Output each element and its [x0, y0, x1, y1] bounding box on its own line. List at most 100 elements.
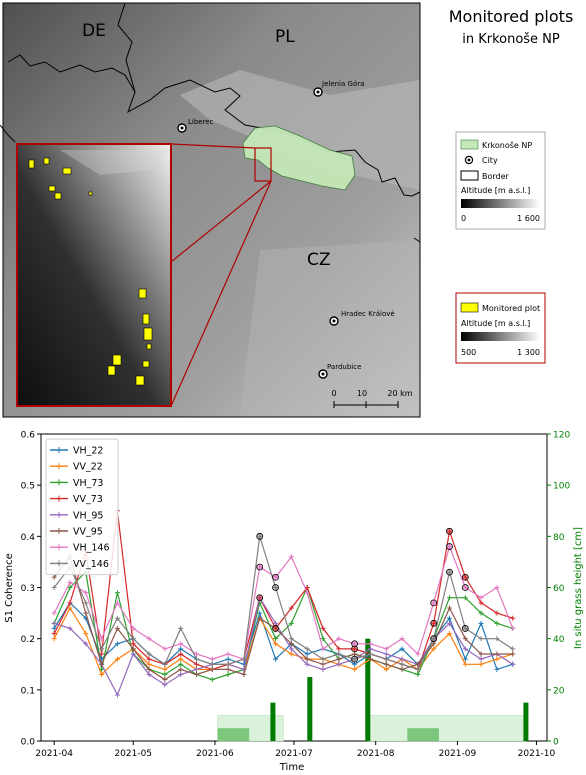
- series-marker: [431, 646, 437, 652]
- series-marker: [178, 661, 184, 667]
- series-marker: [162, 661, 168, 667]
- study-area-map: DE PL CZ Jelenia Góra Liberec Hradec Krá…: [0, 2, 573, 418]
- axes: 0.0 0.1 0.2 0.3 0.4 0.5 0.6 0 20 40 60 80 100 120 2021…: [21, 431, 571, 760]
- monitored-plot: [88, 191, 93, 196]
- series-marker: [193, 666, 199, 672]
- monitored-plot: [62, 167, 72, 175]
- highlight-marker: [351, 640, 359, 648]
- series-marker: [114, 600, 120, 606]
- series-marker: [209, 656, 215, 662]
- series-marker: [304, 651, 310, 657]
- series-marker: [446, 595, 452, 601]
- monitored-plot: [146, 343, 152, 350]
- series-marker: [225, 666, 231, 672]
- y-right-tick-label: 80: [553, 533, 565, 543]
- series-marker: [51, 585, 57, 590]
- series-marker: [415, 651, 421, 657]
- series-marker: [462, 661, 468, 667]
- series-marker: [114, 656, 120, 662]
- series-marker: [130, 641, 136, 647]
- series-marker: [178, 641, 184, 647]
- series-line-vh_22: [53, 601, 513, 671]
- scale-label: 10: [357, 389, 367, 398]
- altitude-colorbar: [461, 199, 540, 208]
- series-marker: [67, 585, 73, 590]
- series-marker: [51, 620, 57, 626]
- inset-connector: [170, 180, 272, 407]
- series-marker: [273, 641, 279, 647]
- series-marker: [225, 661, 231, 667]
- series-line-vh_73: [53, 570, 513, 681]
- series-marker: [383, 661, 389, 667]
- series-marker: [146, 666, 152, 672]
- monitored-plot: [28, 159, 35, 169]
- series-marker: [462, 656, 468, 662]
- series-marker: [225, 651, 231, 657]
- inset-extent-box: [254, 147, 272, 182]
- series-marker: [67, 605, 73, 611]
- x-tick-label: 2021-08: [357, 749, 395, 759]
- series-marker: [462, 636, 468, 642]
- series-marker: [99, 666, 105, 672]
- y-tick-label: 0.2: [21, 635, 35, 645]
- series-marker: [383, 646, 389, 652]
- series-marker: [67, 579, 73, 585]
- y-right-tick-label: 60: [553, 584, 565, 594]
- series-marker: [178, 651, 184, 657]
- y-axis-label: S1 Coherence: [4, 553, 15, 623]
- series-marker: [320, 625, 326, 631]
- series-marker: [241, 671, 247, 677]
- series-marker: [273, 636, 279, 642]
- series-marker: [352, 651, 358, 657]
- monitored-plot: [43, 157, 50, 165]
- series-marker: [494, 636, 500, 642]
- series-marker: [494, 651, 500, 657]
- series-marker: [99, 661, 105, 667]
- highlight-marker: [256, 563, 264, 571]
- monitored-plot: [135, 375, 145, 386]
- series-marker: [114, 641, 120, 647]
- y-right-tick-label: 0: [553, 738, 559, 748]
- grass-height-bars: [270, 638, 529, 741]
- series-marker: [383, 651, 389, 657]
- series-marker: [241, 656, 247, 662]
- highlight-marker: [461, 625, 469, 632]
- grass-height-bar: [270, 702, 276, 741]
- series-marker: [383, 666, 389, 672]
- grass-height-bar: [307, 677, 313, 741]
- map-legend: Krkonoše NP City Border Altitude [m a.s.…: [455, 131, 546, 230]
- grass-height-bar: [365, 638, 371, 741]
- city-label: Hradec Králové: [341, 310, 395, 318]
- series-marker: [431, 641, 437, 647]
- series-line-vv_73: [53, 510, 513, 671]
- highlight-marker: [461, 584, 469, 591]
- series-marker: [288, 620, 294, 626]
- legend-label: VH_73: [73, 478, 103, 489]
- city-label: Pardubice: [327, 363, 361, 371]
- series-marker: [273, 620, 279, 626]
- series-marker: [415, 666, 421, 672]
- series-marker: [178, 671, 184, 677]
- legend-marker: [56, 511, 62, 518]
- series-marker: [304, 590, 310, 596]
- grass-height-box: [407, 728, 439, 741]
- monitored-plot: [142, 313, 150, 325]
- series-marker: [304, 661, 310, 667]
- monitored-plot: [54, 192, 62, 200]
- highlight-marker: [430, 635, 438, 643]
- x-tick-label: 2021-05: [114, 749, 152, 759]
- y-tick-label: 0.1: [21, 686, 35, 696]
- inset-ridge: [60, 150, 171, 175]
- series-marker: [320, 656, 326, 662]
- series-marker: [162, 677, 168, 683]
- series-marker: [130, 651, 136, 657]
- series-marker: [367, 656, 373, 662]
- y-right-tick-label: 40: [553, 635, 565, 645]
- legend-marker: [56, 479, 62, 486]
- series-marker: [288, 605, 294, 611]
- grass-height-ranges: [217, 715, 527, 742]
- country-label-pl: PL: [275, 27, 295, 47]
- series-marker: [478, 600, 484, 606]
- monitored-plots: [28, 157, 153, 386]
- x-tick-label: 2021-10: [518, 749, 556, 759]
